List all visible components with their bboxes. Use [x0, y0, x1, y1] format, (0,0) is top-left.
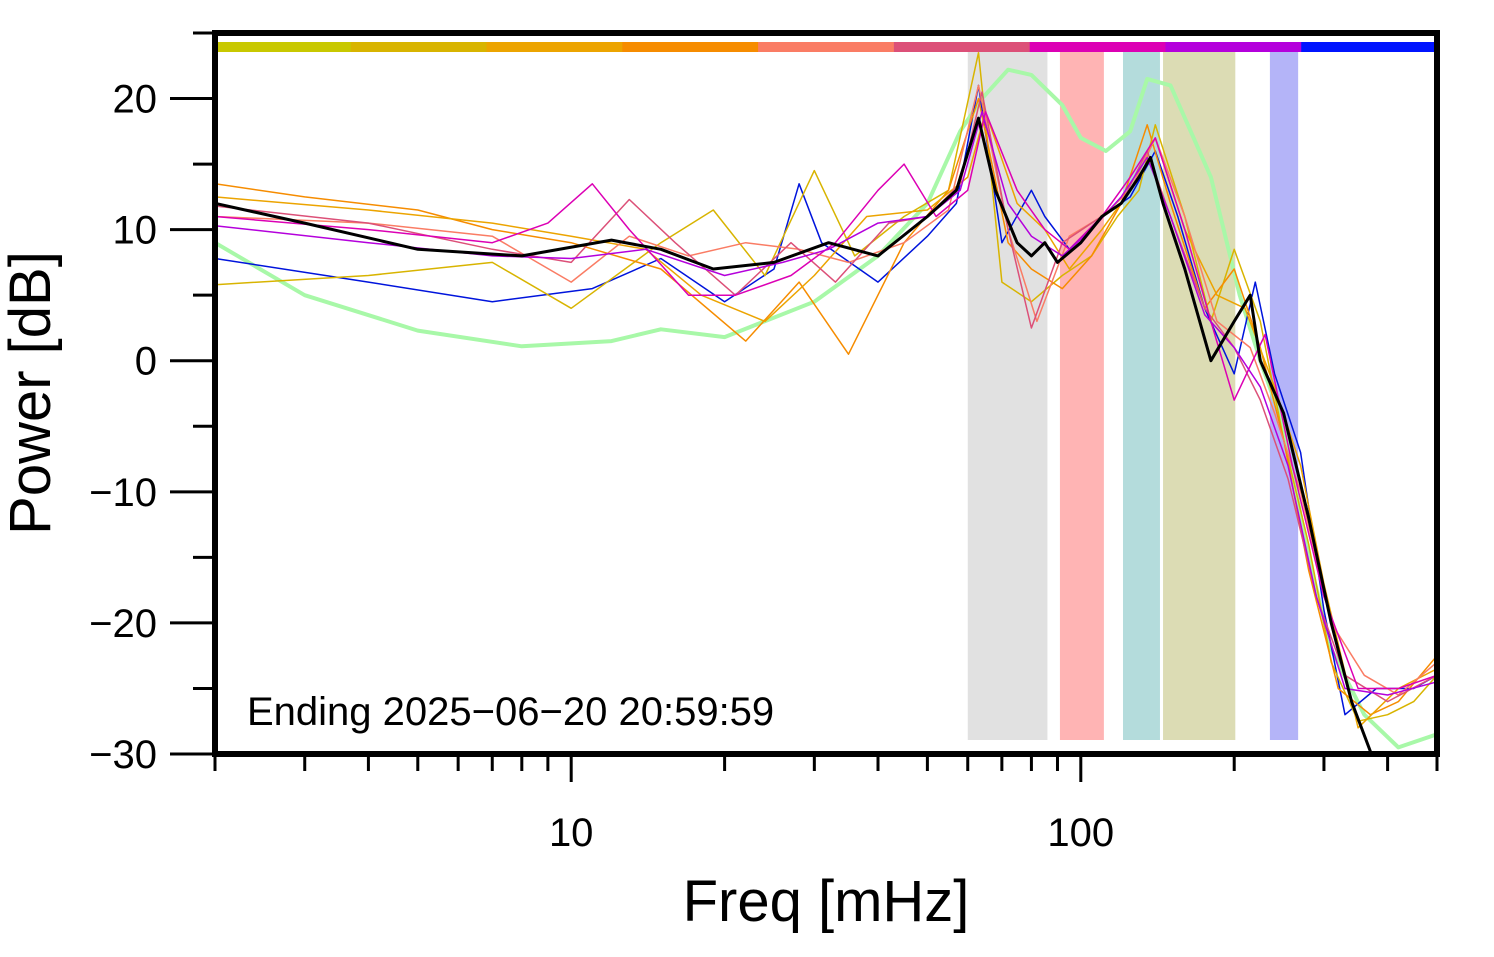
color-bar-segment-2: [350, 42, 488, 52]
freq-band-1: [967, 51, 1048, 740]
series-line-8: [215, 110, 1437, 690]
plot-frame: [212, 30, 1440, 757]
color-bar-segment-5: [758, 42, 895, 52]
freq-band-2: [1059, 51, 1104, 740]
y-tick-label: 0: [135, 340, 157, 384]
y-axis-label: Power [dB]: [0, 251, 63, 535]
y-tick-label: 10: [113, 209, 158, 253]
color-bar-segment-3: [486, 42, 623, 52]
series-line-3: [215, 51, 1437, 722]
series-line-2: [215, 84, 1437, 716]
x-axis-label: Freq [mHz]: [683, 869, 970, 934]
y-tick-label: 20: [113, 78, 158, 122]
y-tick-label: −20: [89, 602, 157, 646]
x-tick-label: 100: [1047, 811, 1114, 855]
freq-band-3: [1122, 51, 1160, 740]
series-line-6: [215, 84, 1437, 696]
time-annotation: Ending 2025−06−20 20:59:59: [247, 690, 774, 734]
series-line-9: [215, 110, 1437, 696]
series-line-7: [215, 91, 1437, 703]
y-tick-label: −10: [89, 471, 157, 515]
color-bar-segment-4: [622, 42, 759, 52]
x-tick-label: 10: [549, 811, 594, 855]
color-bar-segment-7: [1029, 42, 1166, 52]
series-line-1: [215, 67, 1437, 750]
series-line-10: [215, 116, 1373, 754]
color-bar-segment-1: [215, 42, 352, 52]
series-line-5: [215, 110, 1437, 729]
color-bar-segment-6: [893, 42, 1031, 52]
series-line-4: [215, 97, 1437, 716]
y-tick-label: −30: [89, 733, 157, 777]
freq-band-4: [1163, 51, 1236, 740]
color-bar-segment-8: [1165, 42, 1302, 52]
color-bar-segment-9: [1301, 42, 1438, 52]
